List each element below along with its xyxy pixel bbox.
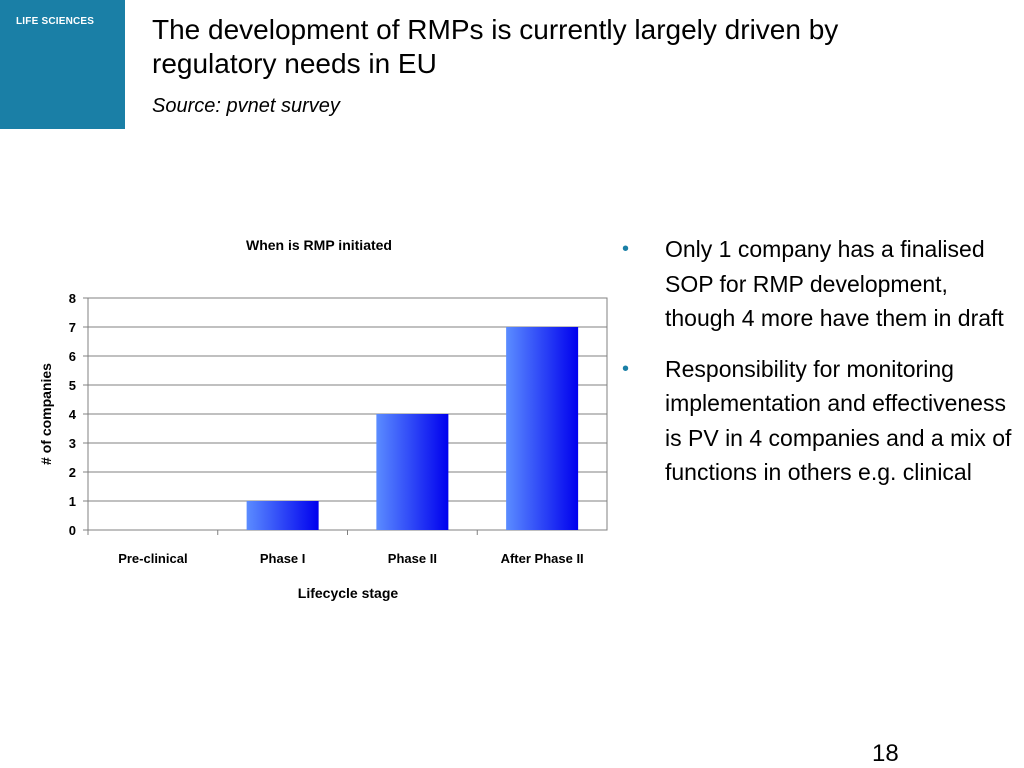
- y-tick-label: 2: [69, 465, 76, 480]
- y-axis-label: # of companies: [38, 363, 54, 465]
- y-tick-label: 8: [69, 291, 76, 306]
- y-tick-label: 4: [69, 407, 77, 422]
- logo: LIFE SCIENCES: [0, 0, 125, 129]
- y-tick-label: 1: [69, 494, 76, 509]
- bar-chart: When is RMP initiated 0 1 2 3 4 5 6 7 8 Pre-clin…: [38, 237, 608, 601]
- slide-subtitle: Source: pvnet survey: [152, 95, 340, 117]
- y-tick-label: 7: [69, 320, 76, 335]
- y-tick-label: 0: [69, 523, 76, 538]
- logo-text: LIFE SCIENCES: [16, 16, 95, 27]
- x-axis-tick-labels: Pre-clinical Phase I Phase II After Phase I…: [118, 551, 583, 566]
- x-tick-label: Phase II: [388, 551, 437, 566]
- bullet-item: • Only 1 company has a finalised SOP for…: [622, 232, 1017, 336]
- bar: [506, 327, 579, 530]
- x-axis-label: Lifecycle stage: [298, 585, 399, 601]
- bar: [246, 501, 319, 530]
- plot-area-border: [87, 297, 608, 531]
- x-tick-label: After Phase II: [501, 551, 584, 566]
- page-number: 18: [872, 740, 899, 767]
- y-tick-label: 5: [69, 378, 76, 393]
- y-axis-tick-labels: 0 1 2 3 4 5 6 7 8: [69, 291, 77, 538]
- bullet-marker: •: [622, 357, 630, 380]
- bullet-marker: •: [622, 238, 630, 260]
- bullet-text: Responsibility for monitoring implementa…: [665, 355, 1012, 486]
- x-tick-label: Pre-clinical: [118, 551, 187, 566]
- x-tick-label: Phase I: [260, 551, 306, 566]
- y-tick-label: 6: [69, 349, 76, 364]
- chart-bars: [246, 327, 579, 530]
- bullet-list: • Only 1 company has a finalised SOP for…: [622, 232, 1017, 506]
- chart-title: When is RMP initiated: [246, 237, 392, 253]
- bullet-text: Only 1 company has a finalised SOP for R…: [665, 236, 1004, 331]
- bullet-item: • Responsibility for monitoring implemen…: [622, 352, 1017, 490]
- bar: [376, 414, 449, 530]
- slide-title: The development of RMPs is currently lar…: [152, 14, 839, 79]
- y-tick-label: 3: [69, 436, 76, 451]
